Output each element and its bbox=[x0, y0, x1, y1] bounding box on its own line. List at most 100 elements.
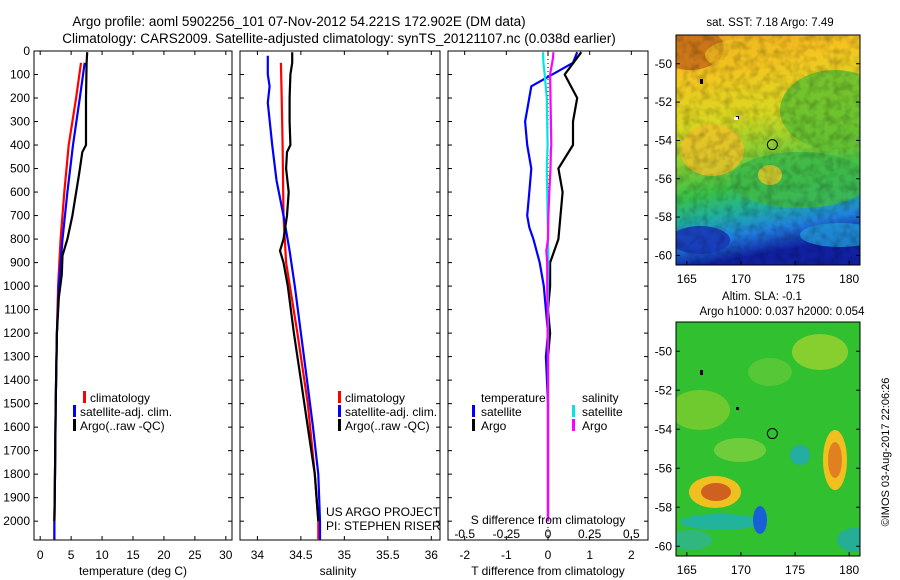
temperature-x-axis: 0 5 10 15 20 25 30 bbox=[37, 51, 233, 562]
legend-climatology: climatology bbox=[90, 391, 150, 405]
x-tick-label: 5 bbox=[68, 548, 75, 562]
lon-tick-label: 175 bbox=[785, 272, 805, 286]
salinity-axis-label: salinity bbox=[320, 564, 357, 578]
x-tick-label: 35 bbox=[338, 548, 352, 562]
difference-legend: temperature salinity satellite Argo sate… bbox=[472, 391, 623, 433]
principal-investigator: PI: STEPHEN RISER bbox=[326, 519, 441, 533]
lat-tick-label: -56 bbox=[655, 461, 673, 475]
legend-t-satellite: satellite bbox=[481, 405, 522, 419]
lat-tick-label: -50 bbox=[655, 57, 673, 71]
lat-tick-label: -58 bbox=[655, 500, 673, 514]
salinity-plot-frame bbox=[239, 50, 441, 541]
x-tick-label: -2 bbox=[459, 548, 470, 562]
series-line-2 bbox=[53, 52, 89, 522]
sst-map-panel: sat. SST: 7.18 Argo: 7.49 165 170 175 180 -5… bbox=[655, 17, 861, 286]
legend-s-argo: Argo bbox=[582, 419, 608, 433]
sst-map-axes: 165 170 175 180 -50 -52 -54 -56 -58 -60 bbox=[655, 57, 860, 286]
lon-tick-label: 170 bbox=[731, 563, 751, 577]
salinity-series bbox=[266, 52, 322, 540]
sla-map-axes: 165 170 175 180 -50 -52 -54 -56 -58 -60 bbox=[655, 344, 860, 577]
salinity-panel: 34 34.5 35 35.5 36 salinity climatology sate… bbox=[239, 50, 441, 578]
legend-s-satellite-swatch bbox=[572, 405, 575, 417]
legend-s-satellite: satellite bbox=[582, 405, 623, 419]
salinity-legend: climatology satellite-adj. clim. Argo(..… bbox=[338, 391, 437, 433]
x-tick-label: 0 bbox=[545, 548, 552, 562]
legend-t-argo: Argo bbox=[481, 419, 507, 433]
legend-satellite: satellite-adj. clim. bbox=[345, 405, 437, 419]
depth-tick-label: 700 bbox=[10, 209, 30, 223]
difference-series bbox=[523, 51, 583, 522]
x-tick-label: 10 bbox=[95, 548, 109, 562]
sla-map-title: Altim. SLA: -0.1 bbox=[722, 291, 802, 303]
sst-heatmap bbox=[676, 35, 860, 265]
temperature-series bbox=[53, 52, 89, 540]
temperature-panel: 0100200300400500600700800900100011001200… bbox=[3, 44, 233, 578]
depth-tick-label: 500 bbox=[10, 162, 30, 176]
legend-climatology: climatology bbox=[345, 391, 405, 405]
temperature-axis-label: temperature (deg C) bbox=[79, 564, 187, 578]
legend-t-argo-swatch bbox=[472, 419, 475, 431]
s-tick-label: -0.5 bbox=[454, 527, 475, 541]
legend-t-satellite-swatch bbox=[472, 405, 475, 417]
x-tick-label: 20 bbox=[157, 548, 171, 562]
depth-tick-label: 300 bbox=[10, 115, 30, 129]
x-tick-label: 1 bbox=[586, 548, 593, 562]
lat-tick-label: -60 bbox=[655, 539, 673, 553]
series-line-2 bbox=[278, 52, 320, 522]
legend-satellite: satellite-adj. clim. bbox=[80, 405, 172, 419]
lat-tick-label: -50 bbox=[655, 344, 673, 358]
s-tick-label: -0.25 bbox=[493, 527, 521, 541]
s-tick-label: 0 bbox=[545, 527, 552, 541]
x-tick-label: 36 bbox=[425, 548, 439, 562]
depth-tick-label: 900 bbox=[10, 256, 30, 270]
temperature-plot-frame bbox=[33, 50, 233, 541]
temperature-legend: climatology satellite-adj. clim. Argo(..… bbox=[73, 391, 172, 433]
s-difference-axis: -0.5 -0.25 0 0.25 0.5 bbox=[454, 527, 640, 541]
legend-climatology-swatch bbox=[338, 391, 341, 403]
t-difference-label: T difference from climatology bbox=[471, 564, 625, 578]
legend-satellite-swatch bbox=[338, 405, 341, 417]
depth-tick-label: 200 bbox=[10, 91, 30, 105]
lon-tick-label: 180 bbox=[839, 563, 859, 577]
depth-tick-label: 1900 bbox=[3, 491, 30, 505]
legend-climatology-swatch bbox=[83, 391, 86, 403]
x-tick-label: 34.5 bbox=[289, 548, 313, 562]
depth-tick-label: 600 bbox=[10, 185, 30, 199]
legend-s-argo-swatch bbox=[572, 419, 575, 431]
s-tick-label: 0.25 bbox=[578, 527, 602, 541]
sla-heatmap bbox=[676, 322, 860, 556]
lat-tick-label: -58 bbox=[655, 210, 673, 224]
depth-tick-label: 400 bbox=[10, 138, 30, 152]
x-tick-label: 34 bbox=[251, 548, 265, 562]
difference-panel: -2 -1 0 1 2 -0.5 -0.25 0 0.25 0.5 S difference f… bbox=[447, 50, 649, 578]
sla-map-frame bbox=[675, 321, 861, 557]
depth-tick-label: 1200 bbox=[3, 326, 30, 340]
legend-salinity-heading: salinity bbox=[582, 391, 619, 405]
depth-tick-label: 1000 bbox=[3, 279, 30, 293]
depth-tick-label: 1100 bbox=[4, 303, 30, 317]
depth-tick-label: 1700 bbox=[3, 444, 30, 458]
lat-tick-label: -52 bbox=[655, 383, 673, 397]
x-tick-label: 2 bbox=[628, 548, 635, 562]
depth-tick-label: 1500 bbox=[3, 397, 30, 411]
lat-tick-label: -56 bbox=[655, 172, 673, 186]
depth-axis: 0 100 200 300 400 500 600 700 800 900 1000 1100 1200… bbox=[3, 44, 232, 528]
salinity-x-axis: 34 34.5 35 35.5 36 bbox=[240, 50, 440, 562]
depth-tick-label: 1300 bbox=[3, 350, 30, 364]
lat-tick-label: -60 bbox=[655, 248, 673, 262]
series-line-1 bbox=[266, 55, 322, 540]
depth-tick-label: 1600 bbox=[3, 420, 30, 434]
s-tick-label: 0.5 bbox=[623, 527, 640, 541]
s-difference-label: S difference from climatology bbox=[471, 513, 626, 527]
lon-tick-label: 165 bbox=[677, 563, 697, 577]
lon-tick-label: 180 bbox=[839, 272, 859, 286]
x-tick-label: 30 bbox=[219, 548, 233, 562]
lat-tick-label: -52 bbox=[655, 95, 673, 109]
sst-map-frame bbox=[675, 34, 861, 266]
lon-tick-label: 175 bbox=[785, 563, 805, 577]
depth-tick-label: 2000 bbox=[3, 514, 30, 528]
legend-satellite-swatch bbox=[73, 405, 76, 417]
t-difference-x-axis: -2 -1 0 1 2 bbox=[448, 50, 648, 562]
x-tick-label: 0 bbox=[37, 548, 44, 562]
